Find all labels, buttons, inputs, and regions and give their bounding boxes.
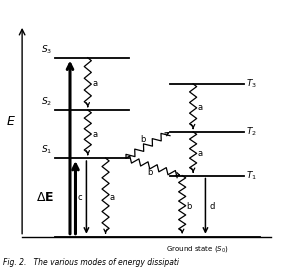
Text: $S_1$: $S_1$ (41, 143, 52, 156)
Text: $T_2$: $T_2$ (247, 126, 257, 138)
Text: $\Delta$E: $\Delta$E (36, 191, 54, 204)
Text: b: b (148, 168, 153, 177)
Text: d: d (209, 202, 215, 211)
Text: a: a (198, 103, 203, 112)
Text: Fig. 2.   The various modes of energy dissipati: Fig. 2. The various modes of energy diss… (3, 258, 179, 267)
Text: a: a (92, 79, 97, 88)
Text: $S_2$: $S_2$ (41, 95, 52, 108)
Text: b: b (187, 202, 192, 211)
Text: c: c (78, 193, 82, 202)
Text: Ground state ($S_0$): Ground state ($S_0$) (166, 244, 229, 254)
Text: a: a (92, 130, 97, 139)
Text: a: a (110, 193, 115, 202)
Text: b: b (140, 135, 146, 144)
Text: $T_1$: $T_1$ (247, 169, 257, 182)
Text: a: a (198, 149, 203, 158)
Text: $S_3$: $S_3$ (41, 43, 52, 55)
Text: $T_3$: $T_3$ (247, 78, 257, 90)
Text: $\it{E}$: $\it{E}$ (6, 114, 16, 128)
